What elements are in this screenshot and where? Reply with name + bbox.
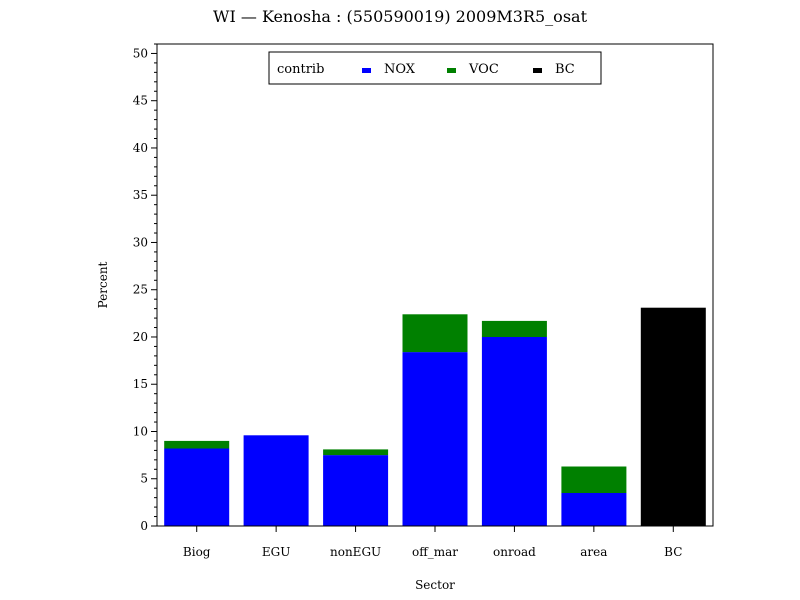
y-tick-label: 35 [133,188,148,202]
bar-onroad-VOC [481,320,547,337]
bar-Biog-VOC [164,440,230,449]
legend-label-NOX: NOX [384,62,416,77]
bar-nonEGU-NOX [323,455,389,526]
y-tick-label: 20 [133,330,148,344]
bar-Biog-NOX [164,448,230,526]
y-axis: 0 5 10 15 20 25 30 35 40 45 50 [133,43,157,533]
y-tick-label: 45 [133,94,148,108]
y-tick-label: 30 [133,235,148,249]
x-tick-label-EGU: EGU [262,545,290,559]
bar-BC-BC [640,307,706,526]
bar-nonEGU-VOC [323,449,389,456]
bars-group [164,307,706,526]
legend-swatch-NOX [362,68,371,73]
y-tick-label: 40 [133,141,148,155]
bar-EGU-NOX [243,435,309,526]
x-tick-label-nonEGU: nonEGU [330,545,381,559]
x-axis: Biog EGU nonEGU off_mar onroad area BC [183,526,682,559]
legend-swatch-BC [533,68,542,73]
y-tick-label: 25 [133,283,148,297]
x-tick-label-onroad: onroad [493,545,536,559]
legend-title: contrib [277,62,324,77]
y-axis-label: Percent [96,261,110,308]
y-tick-label: 10 [133,424,148,438]
bar-off_mar-VOC [402,314,468,353]
y-tick-label: 5 [140,472,148,486]
y-tick-label: 0 [140,519,148,533]
x-tick-label-off_mar: off_mar [412,545,458,559]
bar-off_mar-NOX [402,352,468,526]
legend-label-BC: BC [555,62,575,77]
legend-swatch-VOC [447,68,456,73]
y-tick-label: 15 [133,377,148,391]
x-tick-label-area: area [580,545,607,559]
x-axis-label: Sector [415,578,455,592]
chart-title: WI — Kenosha : (550590019) 2009M3R5_osat [213,7,588,26]
legend: contrib NOX VOC BC [268,51,602,85]
x-tick-label-Biog: Biog [183,545,211,559]
legend-label-VOC: VOC [468,62,499,77]
bar-onroad-NOX [481,337,547,526]
legend-frame [268,51,602,85]
bar-area-NOX [561,492,627,526]
x-tick-label-BC: BC [664,545,682,559]
bar-area-VOC [561,466,627,493]
y-tick-label: 50 [133,46,148,60]
